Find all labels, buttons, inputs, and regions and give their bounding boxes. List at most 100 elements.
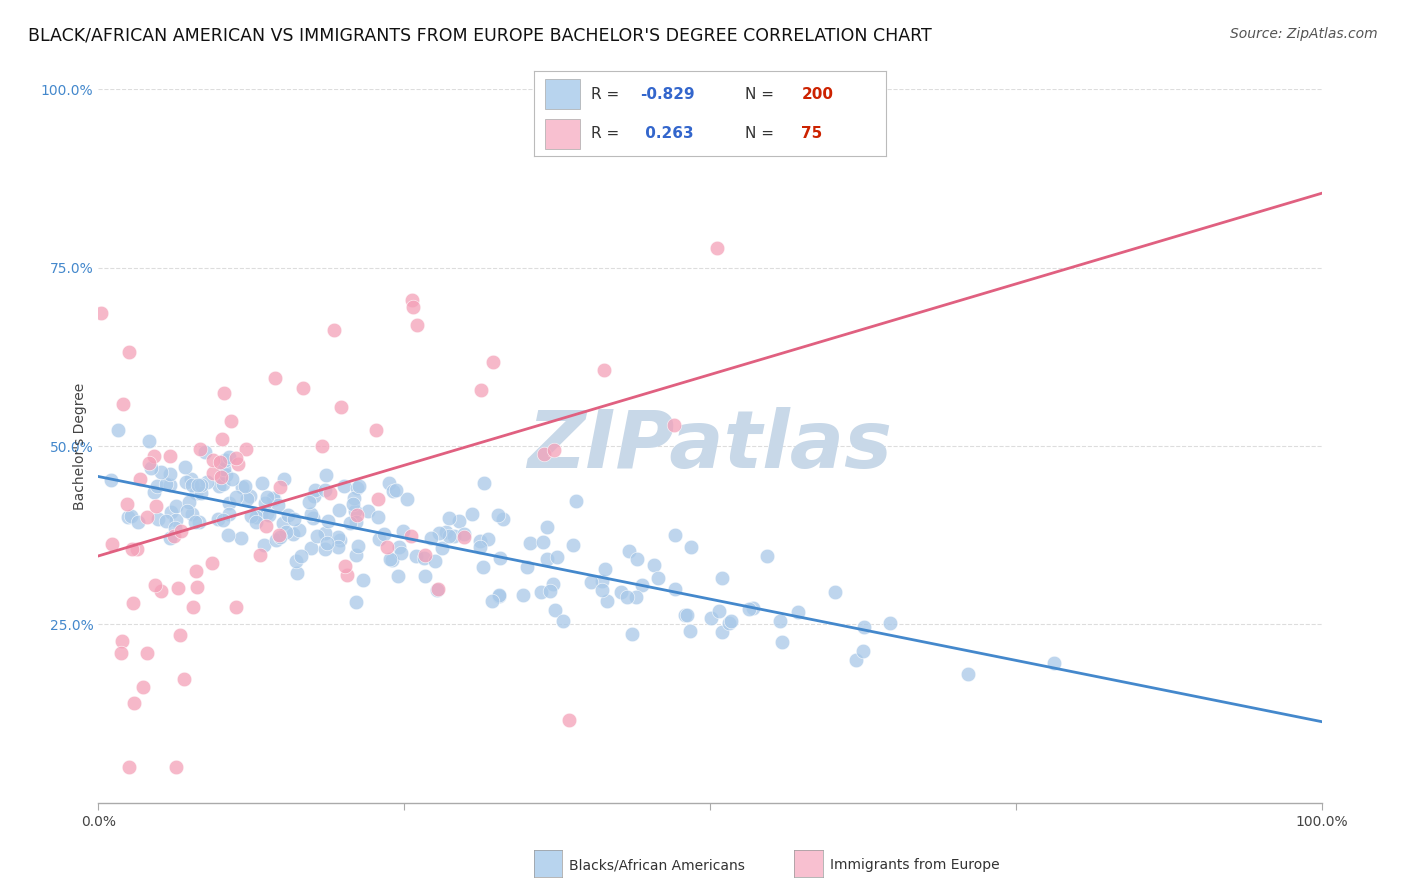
- Point: [159, 478, 181, 492]
- Point: [344, 504, 367, 518]
- Point: [211, 513, 233, 527]
- Point: [299, 541, 322, 555]
- Point: [250, 476, 273, 491]
- Point: [121, 542, 143, 557]
- Point: [165, 760, 187, 774]
- Point: [284, 554, 307, 568]
- Point: [184, 486, 207, 500]
- Point: [127, 516, 149, 530]
- Point: [269, 480, 291, 494]
- Point: [481, 594, 503, 608]
- Point: [267, 498, 290, 512]
- Point: [209, 470, 232, 484]
- Point: [291, 381, 314, 395]
- Point: [249, 548, 271, 562]
- Point: [853, 620, 876, 634]
- Point: [470, 541, 492, 555]
- Point: [335, 558, 357, 573]
- Point: [662, 417, 685, 432]
- Point: [453, 530, 475, 544]
- Point: [229, 531, 252, 545]
- Text: N =: N =: [745, 87, 775, 102]
- Point: [530, 585, 553, 599]
- Point: [413, 548, 436, 562]
- Point: [336, 567, 359, 582]
- Point: [277, 508, 299, 522]
- Point: [381, 553, 404, 567]
- Text: ZIPatlas: ZIPatlas: [527, 407, 893, 485]
- Point: [219, 414, 242, 428]
- Point: [180, 478, 202, 492]
- Bar: [544, 119, 579, 149]
- Point: [591, 582, 613, 597]
- Point: [375, 540, 398, 554]
- Point: [194, 444, 217, 458]
- Point: [710, 625, 733, 640]
- Point: [214, 453, 236, 467]
- Point: [676, 607, 699, 622]
- Point: [461, 507, 484, 521]
- Point: [486, 508, 509, 522]
- Point: [305, 529, 328, 543]
- Point: [174, 475, 197, 489]
- Point: [190, 485, 212, 500]
- Point: [100, 473, 122, 487]
- Point: [195, 475, 218, 489]
- Point: [679, 624, 702, 639]
- Point: [90, 306, 112, 320]
- Point: [488, 589, 510, 603]
- Point: [709, 604, 731, 618]
- Point: [180, 472, 202, 486]
- Text: R =: R =: [591, 126, 619, 141]
- Point: [401, 293, 423, 308]
- Point: [304, 483, 326, 497]
- Text: 200: 200: [801, 87, 834, 102]
- Point: [565, 494, 588, 508]
- Point: [122, 696, 145, 710]
- Point: [742, 601, 765, 615]
- Point: [120, 509, 142, 524]
- Point: [239, 489, 262, 503]
- Point: [591, 574, 613, 588]
- Point: [235, 442, 257, 457]
- Point: [541, 577, 564, 591]
- Point: [146, 512, 169, 526]
- Point: [769, 615, 792, 629]
- Point: [617, 543, 640, 558]
- Point: [437, 511, 460, 525]
- Point: [184, 564, 207, 578]
- Point: [367, 510, 389, 524]
- Point: [177, 495, 200, 509]
- Point: [288, 523, 311, 537]
- Point: [332, 479, 354, 493]
- Point: [470, 384, 492, 398]
- Point: [165, 499, 187, 513]
- Point: [378, 475, 401, 490]
- Point: [262, 491, 284, 505]
- Point: [700, 611, 723, 625]
- Point: [315, 468, 337, 483]
- Point: [302, 510, 325, 524]
- Point: [343, 491, 366, 505]
- Point: [738, 602, 761, 616]
- Point: [579, 575, 602, 590]
- Point: [276, 524, 298, 539]
- Point: [187, 478, 209, 492]
- Point: [322, 323, 344, 337]
- Point: [250, 508, 273, 522]
- Point: [561, 538, 583, 552]
- Point: [630, 578, 652, 592]
- Point: [118, 345, 141, 359]
- Point: [155, 477, 177, 491]
- Point: [392, 524, 415, 538]
- Point: [405, 318, 427, 332]
- Point: [389, 546, 412, 560]
- Point: [201, 467, 224, 481]
- Point: [173, 460, 195, 475]
- Point: [472, 559, 495, 574]
- Point: [664, 528, 686, 542]
- Point: [405, 549, 427, 563]
- Point: [165, 513, 187, 527]
- Point: [100, 537, 122, 551]
- Point: [215, 468, 238, 483]
